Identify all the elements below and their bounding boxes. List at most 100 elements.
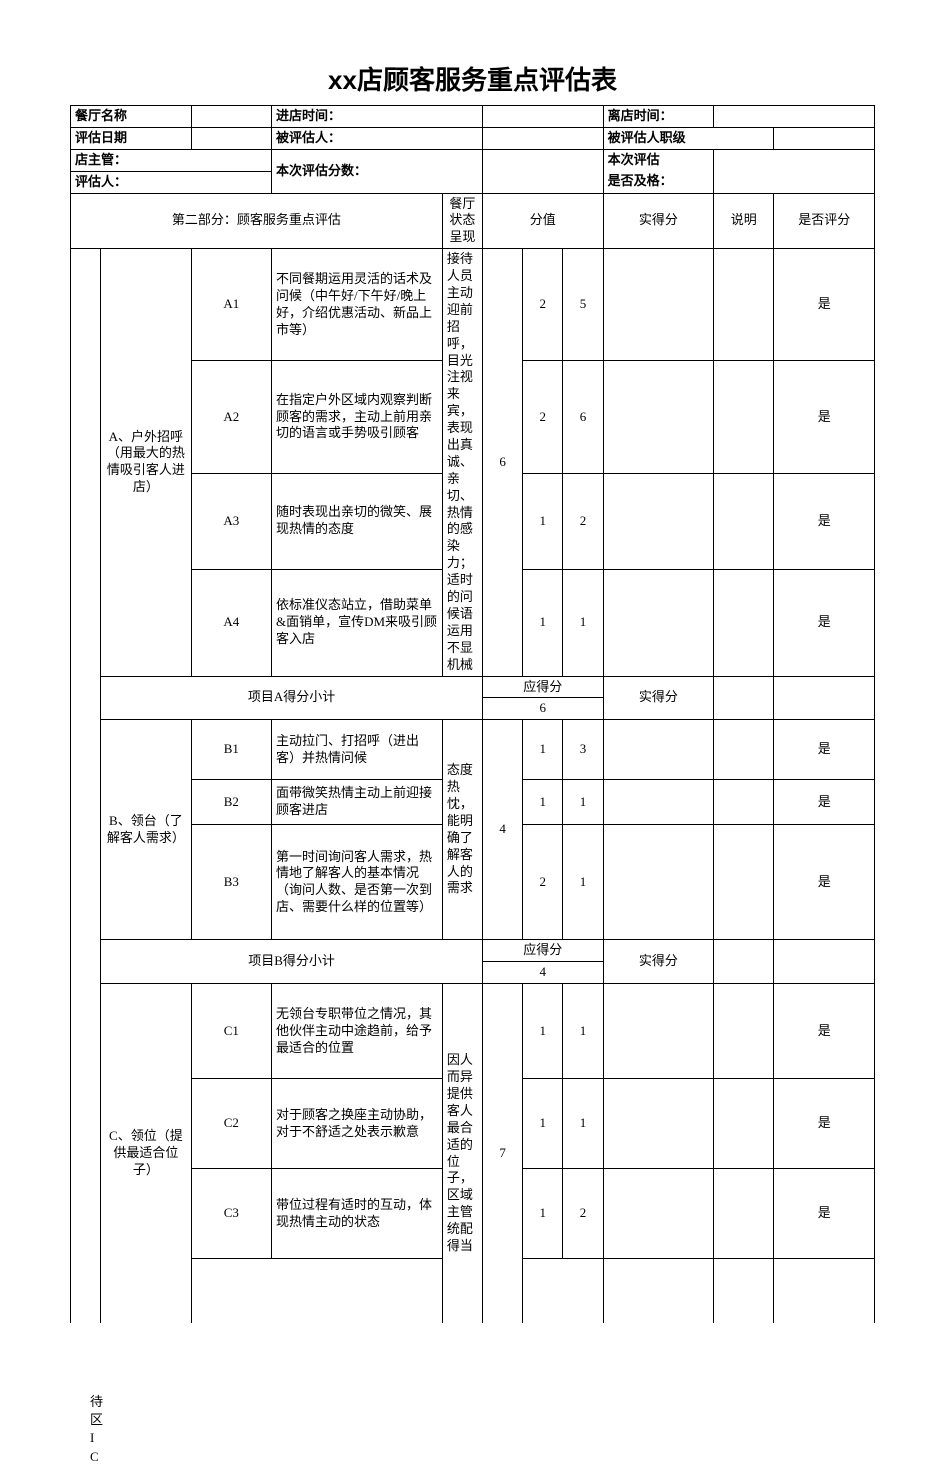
c-status: 因人而异提供客人最合适的位子，区域主管统配得当 xyxy=(442,984,482,1324)
evaluatee-level-value xyxy=(774,127,875,149)
a4-actual xyxy=(603,569,714,676)
c3-scored: 是 xyxy=(774,1169,875,1259)
c1-v1: 1 xyxy=(523,984,563,1079)
footer-char-1: 待 xyxy=(90,1393,875,1411)
c-cont-blank1 xyxy=(191,1259,442,1324)
b-actual-value xyxy=(714,940,774,984)
a3-code: A3 xyxy=(191,473,271,569)
b2-note xyxy=(714,780,774,825)
b2-code: B2 xyxy=(191,780,271,825)
b-should-value: 4 xyxy=(483,962,604,984)
b1-note xyxy=(714,720,774,780)
col-actual: 实得分 xyxy=(603,193,714,249)
c3-desc: 带位过程有适时的互动，体现热情主动的状态 xyxy=(271,1169,442,1259)
pass-label-2: 是否及格： xyxy=(603,171,714,193)
c-max: 7 xyxy=(483,984,523,1324)
c3-code: C3 xyxy=(191,1169,271,1259)
a2-scored: 是 xyxy=(774,361,875,473)
evaluatee-value xyxy=(483,127,604,149)
a2-v2: 6 xyxy=(563,361,603,473)
a2-code: A2 xyxy=(191,361,271,473)
b-should-label: 应得分 xyxy=(483,940,604,962)
b2-v2: 1 xyxy=(563,780,603,825)
a-status: 接待人员主动迎前招呼，目光注视来宾，表现出真诚、亲切、热情的感染力；适时的问候语… xyxy=(442,249,482,676)
b2-scored: 是 xyxy=(774,780,875,825)
a-should-label: 应得分 xyxy=(483,676,604,698)
a3-desc: 随时表现出亲切的微笑、展现热情的态度 xyxy=(271,473,442,569)
restaurant-label: 餐厅名称 xyxy=(71,106,192,128)
a-should-value: 6 xyxy=(483,698,604,720)
a-actual-value xyxy=(714,676,774,720)
a2-v1: 2 xyxy=(523,361,563,473)
leave-time-label: 离店时间： xyxy=(603,106,714,128)
b-subtotal-label: 项目B得分小计 xyxy=(101,940,483,984)
b2-actual xyxy=(603,780,714,825)
evaluatee-label: 被评估人： xyxy=(271,127,482,149)
b-actual-label: 实得分 xyxy=(603,940,714,984)
a1-scored: 是 xyxy=(774,249,875,361)
a-subtotal-blank xyxy=(774,676,875,720)
pass-label-1: 本次评估 xyxy=(603,149,714,171)
b1-code: B1 xyxy=(191,720,271,780)
a1-v1: 2 xyxy=(523,249,563,361)
a3-note xyxy=(714,473,774,569)
b3-scored: 是 xyxy=(774,825,875,940)
b3-v1: 2 xyxy=(523,825,563,940)
page-title: xx店顾客服务重点评估表 xyxy=(70,60,875,97)
pass-value xyxy=(714,149,875,193)
a-subtotal-label: 项目A得分小计 xyxy=(101,676,483,720)
c2-code: C2 xyxy=(191,1079,271,1169)
col-scored: 是否评分 xyxy=(774,193,875,249)
a-actual-label: 实得分 xyxy=(603,676,714,720)
b2-desc: 面带微笑热情主动上前迎接顾客进店 xyxy=(271,780,442,825)
c-cont-blank4 xyxy=(714,1259,774,1324)
evaluatee-level-label: 被评估人职级 xyxy=(603,127,774,149)
c2-desc: 对于顾客之换座主动协助，对于不舒适之处表示歉意 xyxy=(271,1079,442,1169)
a4-v1: 1 xyxy=(523,569,563,676)
b-max: 4 xyxy=(483,720,523,940)
restaurant-value xyxy=(191,106,271,128)
b1-v2: 3 xyxy=(563,720,603,780)
enter-time-label: 进店时间： xyxy=(271,106,482,128)
c3-actual xyxy=(603,1169,714,1259)
group-b-label: B、领台（了解客人需求） xyxy=(101,720,191,940)
c-cont-blank5 xyxy=(774,1259,875,1324)
leave-time-value xyxy=(714,106,875,128)
c1-scored: 是 xyxy=(774,984,875,1079)
b2-v1: 1 xyxy=(523,780,563,825)
col-note: 说明 xyxy=(714,193,774,249)
c3-note xyxy=(714,1169,774,1259)
c1-actual xyxy=(603,984,714,1079)
footer-char-3: I xyxy=(90,1429,875,1447)
a1-desc: 不同餐期运用灵活的话术及问候（中午好/下午好/晚上好，介绍优惠活动、新品上市等） xyxy=(271,249,442,361)
a1-actual xyxy=(603,249,714,361)
c3-v2: 2 xyxy=(563,1169,603,1259)
b1-actual xyxy=(603,720,714,780)
col-status: 餐厅状态呈现 xyxy=(442,193,482,249)
c1-note xyxy=(714,984,774,1079)
c2-scored: 是 xyxy=(774,1079,875,1169)
c1-desc: 无领台专职带位之情况，其他伙伴主动中途趋前，给予最适合的位置 xyxy=(271,984,442,1079)
a4-note xyxy=(714,569,774,676)
a4-desc: 依标准仪态站立，借助菜单&面销单，宣传DM来吸引顾客入店 xyxy=(271,569,442,676)
c2-v2: 1 xyxy=(563,1079,603,1169)
b-subtotal-blank xyxy=(774,940,875,984)
footer-chars: 待 区 I C xyxy=(90,1393,875,1466)
a2-desc: 在指定户外区域内观察判断顾客的需求，主动上前用亲切的语言或手势吸引顾客 xyxy=(271,361,442,473)
meta-table: 餐厅名称 进店时间： 离店时间： 评估日期 被评估人： 被评估人职级 店主管： … xyxy=(70,105,875,1323)
c-cont-blank2 xyxy=(523,1259,603,1324)
b-status: 态度热忱，能明确了解客人的需求 xyxy=(442,720,482,940)
group-c-label: C、领位（提供最适合位子） xyxy=(101,984,191,1324)
this-score-label: 本次评估分数： xyxy=(271,149,482,193)
c-cont-blank3 xyxy=(603,1259,714,1324)
b3-desc: 第一时间询问客人需求，热情地了解客人的基本情况（询问人数、是否第一次到店、需要什… xyxy=(271,825,442,940)
eval-date-label: 评估日期 xyxy=(71,127,192,149)
c1-v2: 1 xyxy=(563,984,603,1079)
b3-actual xyxy=(603,825,714,940)
c1-code: C1 xyxy=(191,984,271,1079)
section2-header: 第二部分：顾客服务重点评估 xyxy=(71,193,443,249)
c2-note xyxy=(714,1079,774,1169)
col-score: 分值 xyxy=(483,193,604,249)
c2-v1: 1 xyxy=(523,1079,563,1169)
a4-code: A4 xyxy=(191,569,271,676)
